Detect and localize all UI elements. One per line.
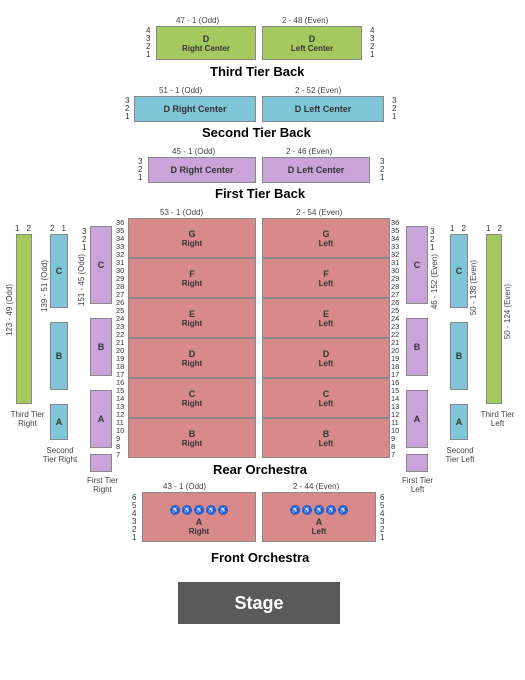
row-nums: 654321 (132, 494, 136, 542)
orch-row-nums-right: 3635343332313029282726252423222120191817… (116, 219, 124, 459)
tier-label: Third Tier Back (210, 64, 304, 79)
side-label: Third Tier Right (10, 410, 45, 428)
side-label: Second Tier Left (440, 446, 480, 464)
side-purple-a-left[interactable]: A (406, 390, 428, 448)
side-purple-c-right[interactable]: C (90, 226, 112, 304)
row-nums: 321 (82, 228, 86, 248)
row-nums: 654321 (380, 494, 384, 542)
orch-row-nums-left: 3635343332313029282726252423222120191817… (391, 219, 399, 459)
range-label: 2 - 52 (Even) (295, 86, 341, 95)
section-e-left[interactable]: ELeft (262, 298, 390, 338)
side-blue-b-right[interactable]: B (50, 322, 68, 390)
section-g-right[interactable]: GRight (128, 218, 256, 258)
section-a-left[interactable]: ♿♿♿♿♿ ALeft (262, 492, 376, 542)
row-nums: 12 (486, 225, 502, 233)
section-b-left[interactable]: BLeft (262, 418, 390, 458)
range-label: 151 - 45 (Odd) (77, 254, 86, 306)
tier-label: Rear Orchestra (213, 462, 307, 477)
side-purple-small-right[interactable] (90, 454, 112, 472)
seating-chart: 47 - 1 (Odd) 2 - 48 (Even) 4321 4321 DRi… (0, 0, 525, 680)
section-d-right[interactable]: DRight (128, 338, 256, 378)
row-nums: 321 (392, 97, 396, 121)
row-nums: 21 (50, 225, 66, 233)
range-label: 2 - 54 (Even) (296, 208, 342, 217)
range-label: 2 - 44 (Even) (293, 482, 339, 491)
side-label: Third Tier Left (480, 410, 515, 428)
row-nums: 321 (138, 158, 142, 182)
row-nums: 321 (125, 97, 129, 121)
side-label: Second Tier Right (40, 446, 80, 464)
range-label: 2 - 46 (Even) (286, 147, 332, 156)
side-purple-b-right[interactable]: B (90, 318, 112, 376)
side-blue-a-left[interactable]: A (450, 404, 468, 440)
section-f-left[interactable]: FLeft (262, 258, 390, 298)
range-label: 43 - 1 (Odd) (163, 482, 206, 491)
accessible-icon: ♿ (170, 505, 180, 515)
section-third-tier-right-center[interactable]: DRight Center (156, 26, 256, 60)
range-label: 51 - 1 (Odd) (159, 86, 202, 95)
range-label: 123 - 49 (Odd) (5, 284, 14, 336)
tier-label: Second Tier Back (202, 125, 311, 140)
range-label: 2 - 48 (Even) (282, 16, 328, 25)
row-nums: 4321 (146, 27, 150, 59)
range-label: 50 - 138 (Even) (469, 260, 478, 315)
section-a-right[interactable]: ♿♿♿♿♿ ARight (142, 492, 256, 542)
row-nums: 321 (430, 228, 434, 248)
range-label: 139 - 51 (Odd) (40, 260, 49, 312)
section-first-tier-right-center[interactable]: D Right Center (148, 157, 256, 183)
section-second-tier-left-center[interactable]: D Left Center (262, 96, 384, 122)
section-f-right[interactable]: FRight (128, 258, 256, 298)
side-label: First Tier Right (85, 476, 120, 494)
section-c-right[interactable]: CRight (128, 378, 256, 418)
side-blue-c-right[interactable]: C (50, 234, 68, 308)
side-blue-a-right[interactable]: A (50, 404, 68, 440)
side-label: First Tier Left (400, 476, 435, 494)
section-b-right[interactable]: BRight (128, 418, 256, 458)
section-second-tier-right-center[interactable]: D Right Center (134, 96, 256, 122)
range-label: 45 - 1 (Odd) (172, 147, 215, 156)
side-blue-c-left[interactable]: C (450, 234, 468, 308)
row-nums: 321 (380, 158, 384, 182)
tier-label: Front Orchestra (211, 550, 309, 565)
side-green-right[interactable] (16, 234, 32, 404)
side-purple-c-left[interactable]: C (406, 226, 428, 304)
side-blue-b-left[interactable]: B (450, 322, 468, 390)
section-d-left[interactable]: DLeft (262, 338, 390, 378)
section-c-left[interactable]: CLeft (262, 378, 390, 418)
stage: Stage (178, 582, 340, 624)
tier-label: First Tier Back (215, 186, 305, 201)
section-first-tier-left-center[interactable]: D Left Center (262, 157, 370, 183)
range-label: 50 - 124 (Even) (503, 284, 512, 339)
row-nums: 12 (15, 225, 31, 233)
side-purple-a-right[interactable]: A (90, 390, 112, 448)
section-third-tier-left-center[interactable]: DLeft Center (262, 26, 362, 60)
side-purple-small-left[interactable] (406, 454, 428, 472)
range-label: 53 - 1 (Odd) (160, 208, 203, 217)
side-purple-b-left[interactable]: B (406, 318, 428, 376)
range-label: 46 - 152 (Even) (430, 254, 439, 309)
range-label: 47 - 1 (Odd) (176, 16, 219, 25)
row-nums: 12 (450, 225, 466, 233)
row-nums: 4321 (370, 27, 374, 59)
section-g-left[interactable]: GLeft (262, 218, 390, 258)
side-green-left[interactable] (486, 234, 502, 404)
section-e-right[interactable]: ERight (128, 298, 256, 338)
